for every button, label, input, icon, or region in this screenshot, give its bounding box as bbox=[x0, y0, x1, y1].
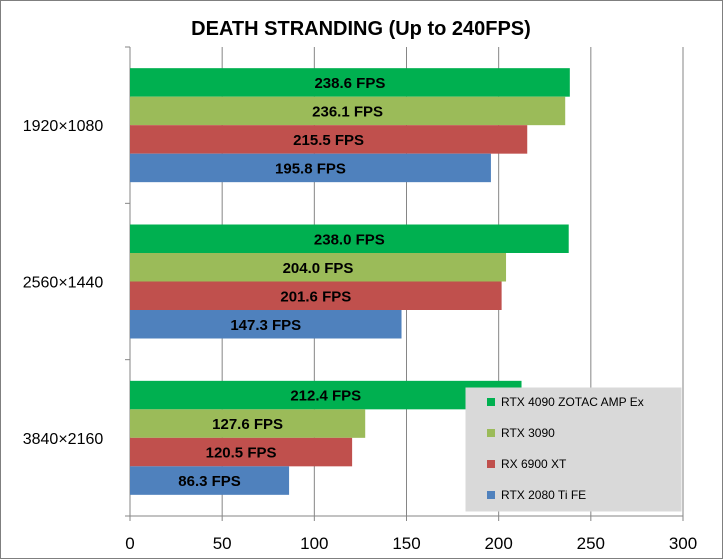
bars: 238.6 FPS 236.1 FPS 215.5 FPS 195.8 FPS 238.… bbox=[130, 68, 570, 495]
bar bbox=[130, 96, 566, 126]
category-label: 1920×1080 bbox=[23, 118, 104, 135]
tick-labels: 0 50 100 150 200 250 300 bbox=[125, 534, 697, 553]
legend-swatch bbox=[487, 460, 495, 468]
bar-data-label: 236.1 FPS bbox=[312, 103, 383, 120]
bar bbox=[130, 437, 353, 467]
legend-label: RTX 3090 bbox=[501, 426, 555, 440]
x-tick-label: 50 bbox=[213, 534, 232, 553]
bar-data-label: 120.5 FPS bbox=[206, 445, 277, 462]
legend-swatch bbox=[487, 398, 495, 406]
x-tick-label: 150 bbox=[392, 534, 420, 553]
legend-label: RTX 2080 Ti FE bbox=[501, 488, 586, 502]
category-label: 2560×1440 bbox=[23, 275, 104, 292]
bar bbox=[130, 125, 528, 154]
legend-label: RX 6900 XT bbox=[501, 457, 567, 471]
bar bbox=[130, 153, 491, 183]
category-labels: 1920×1080 2560×1440 3840×2160 bbox=[23, 118, 104, 448]
legend-swatch bbox=[487, 491, 495, 499]
bar-data-label: 215.5 FPS bbox=[293, 132, 364, 149]
category-label: 3840×2160 bbox=[23, 431, 104, 448]
bar-data-label: 201.6 FPS bbox=[280, 288, 351, 305]
x-tick-label: 300 bbox=[669, 534, 697, 553]
bar bbox=[130, 466, 290, 495]
bar-data-label: 204.0 FPS bbox=[283, 260, 354, 277]
x-tick-label: 250 bbox=[577, 534, 605, 553]
bar bbox=[130, 281, 502, 310]
bar-data-label: 238.0 FPS bbox=[314, 231, 385, 248]
bar-data-label: 212.4 FPS bbox=[290, 388, 361, 405]
bar bbox=[130, 253, 507, 282]
legend: RTX 4090 ZOTAC AMP Ex RTX 3090 RX 6900 XT R… bbox=[465, 387, 682, 512]
bar-data-label: 86.3 FPS bbox=[178, 473, 241, 490]
x-tick-label: 100 bbox=[300, 534, 328, 553]
bar-data-label: 127.6 FPS bbox=[212, 416, 283, 433]
legend-swatch bbox=[487, 429, 495, 437]
x-tick-label: 200 bbox=[484, 534, 512, 553]
chart-title: DEATH STRANDING (Up to 240FPS) bbox=[191, 18, 531, 40]
bar-data-label: 147.3 FPS bbox=[230, 317, 301, 334]
bar-data-label: 195.8 FPS bbox=[275, 160, 346, 177]
legend-label: RTX 4090 ZOTAC AMP Ex bbox=[501, 395, 644, 409]
bar bbox=[130, 380, 522, 410]
legend-box bbox=[465, 387, 682, 512]
x-tick-label: 0 bbox=[125, 534, 134, 553]
bar-data-label: 238.6 FPS bbox=[314, 75, 385, 92]
bar bbox=[130, 310, 402, 339]
bar bbox=[130, 68, 570, 97]
bar bbox=[130, 224, 569, 253]
bar bbox=[130, 409, 366, 438]
